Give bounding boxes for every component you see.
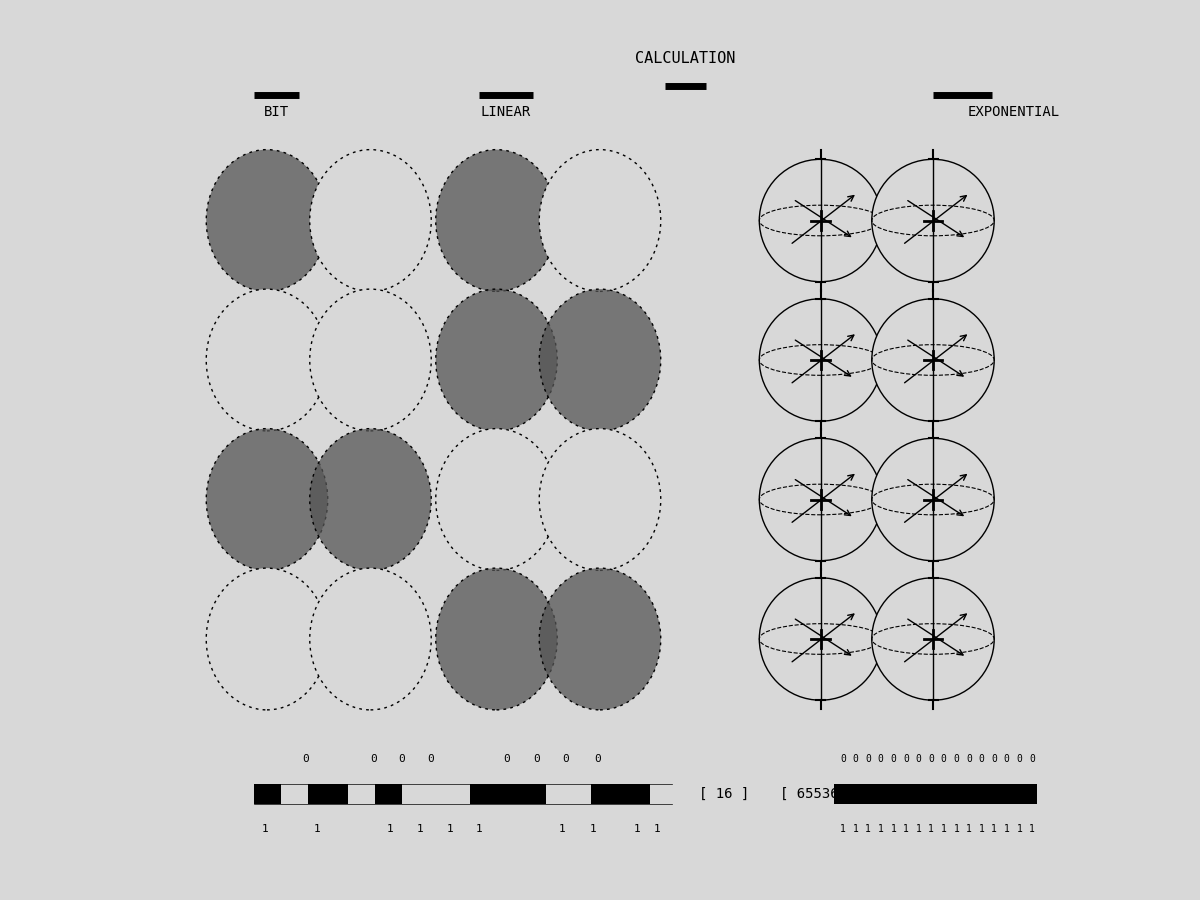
Ellipse shape (436, 568, 557, 710)
Text: [ 65536 ]: [ 65536 ] (780, 787, 856, 801)
FancyBboxPatch shape (834, 784, 1037, 804)
Ellipse shape (539, 149, 661, 292)
Ellipse shape (310, 568, 431, 710)
Text: 1: 1 (589, 824, 596, 833)
Text: 1: 1 (1004, 824, 1009, 833)
Text: 0: 0 (534, 754, 540, 764)
FancyBboxPatch shape (592, 784, 649, 804)
Text: 0: 0 (941, 754, 947, 764)
Text: 0: 0 (563, 754, 569, 764)
Ellipse shape (206, 568, 328, 710)
Text: EXPONENTIAL: EXPONENTIAL (968, 105, 1060, 120)
Text: 1: 1 (941, 824, 947, 833)
Text: 1: 1 (386, 824, 394, 833)
Ellipse shape (206, 289, 328, 431)
Text: 0: 0 (904, 754, 908, 764)
Ellipse shape (871, 438, 995, 561)
Text: 0: 0 (594, 754, 601, 764)
Text: 0: 0 (966, 754, 972, 764)
Text: 1: 1 (634, 824, 641, 833)
Text: 0: 0 (865, 754, 871, 764)
Ellipse shape (871, 159, 995, 282)
FancyBboxPatch shape (649, 784, 672, 804)
Ellipse shape (871, 578, 995, 700)
Ellipse shape (436, 289, 557, 431)
Text: 1: 1 (878, 824, 883, 833)
Text: 0: 0 (878, 754, 883, 764)
Text: 1: 1 (446, 824, 454, 833)
FancyBboxPatch shape (253, 784, 281, 804)
Ellipse shape (436, 428, 557, 571)
Text: CALCULATION: CALCULATION (635, 51, 736, 66)
Text: LINEAR: LINEAR (480, 105, 530, 120)
Ellipse shape (539, 289, 661, 431)
Text: 0: 0 (916, 754, 922, 764)
Ellipse shape (760, 578, 882, 700)
Ellipse shape (539, 428, 661, 571)
FancyBboxPatch shape (546, 784, 592, 804)
Text: 0: 0 (840, 754, 846, 764)
Text: 1: 1 (559, 824, 565, 833)
Ellipse shape (760, 438, 882, 561)
Text: 0: 0 (979, 754, 984, 764)
Text: 1: 1 (916, 824, 922, 833)
Text: 1: 1 (954, 824, 959, 833)
Ellipse shape (871, 299, 995, 421)
Text: BIT: BIT (264, 105, 288, 120)
Text: 1: 1 (1016, 824, 1022, 833)
Text: 1: 1 (314, 824, 320, 833)
Ellipse shape (760, 159, 882, 282)
FancyBboxPatch shape (402, 784, 469, 804)
FancyBboxPatch shape (307, 784, 348, 804)
Text: 0: 0 (991, 754, 997, 764)
Text: 0: 0 (427, 754, 434, 764)
FancyBboxPatch shape (281, 784, 307, 804)
Text: [ 16 ]: [ 16 ] (698, 787, 749, 801)
Text: 1: 1 (865, 824, 871, 833)
Text: 1: 1 (853, 824, 858, 833)
Text: 0: 0 (503, 754, 510, 764)
Text: 1: 1 (979, 824, 984, 833)
Text: 1: 1 (416, 824, 424, 833)
Text: 0: 0 (1030, 754, 1034, 764)
Text: 0: 0 (853, 754, 858, 764)
Ellipse shape (206, 428, 328, 571)
Ellipse shape (760, 299, 882, 421)
Text: 0: 0 (370, 754, 377, 764)
FancyBboxPatch shape (374, 784, 402, 804)
Text: 1: 1 (262, 824, 269, 833)
Text: 1: 1 (890, 824, 896, 833)
Text: 1: 1 (991, 824, 997, 833)
Text: 1: 1 (476, 824, 482, 833)
Text: 0: 0 (302, 754, 310, 764)
Text: 1: 1 (653, 824, 660, 833)
FancyBboxPatch shape (348, 784, 374, 804)
Text: 1: 1 (966, 824, 972, 833)
Ellipse shape (436, 149, 557, 292)
Ellipse shape (539, 568, 661, 710)
FancyBboxPatch shape (469, 784, 546, 804)
Text: 0: 0 (398, 754, 406, 764)
Text: 0: 0 (890, 754, 896, 764)
Ellipse shape (310, 289, 431, 431)
Text: 1: 1 (929, 824, 934, 833)
Text: 1: 1 (1030, 824, 1034, 833)
Text: 1: 1 (904, 824, 908, 833)
Text: 0: 0 (954, 754, 959, 764)
Ellipse shape (310, 428, 431, 571)
Text: 0: 0 (1016, 754, 1022, 764)
Ellipse shape (206, 149, 328, 292)
Text: 0: 0 (1004, 754, 1009, 764)
Text: 1: 1 (840, 824, 846, 833)
Ellipse shape (310, 149, 431, 292)
Text: 0: 0 (929, 754, 934, 764)
